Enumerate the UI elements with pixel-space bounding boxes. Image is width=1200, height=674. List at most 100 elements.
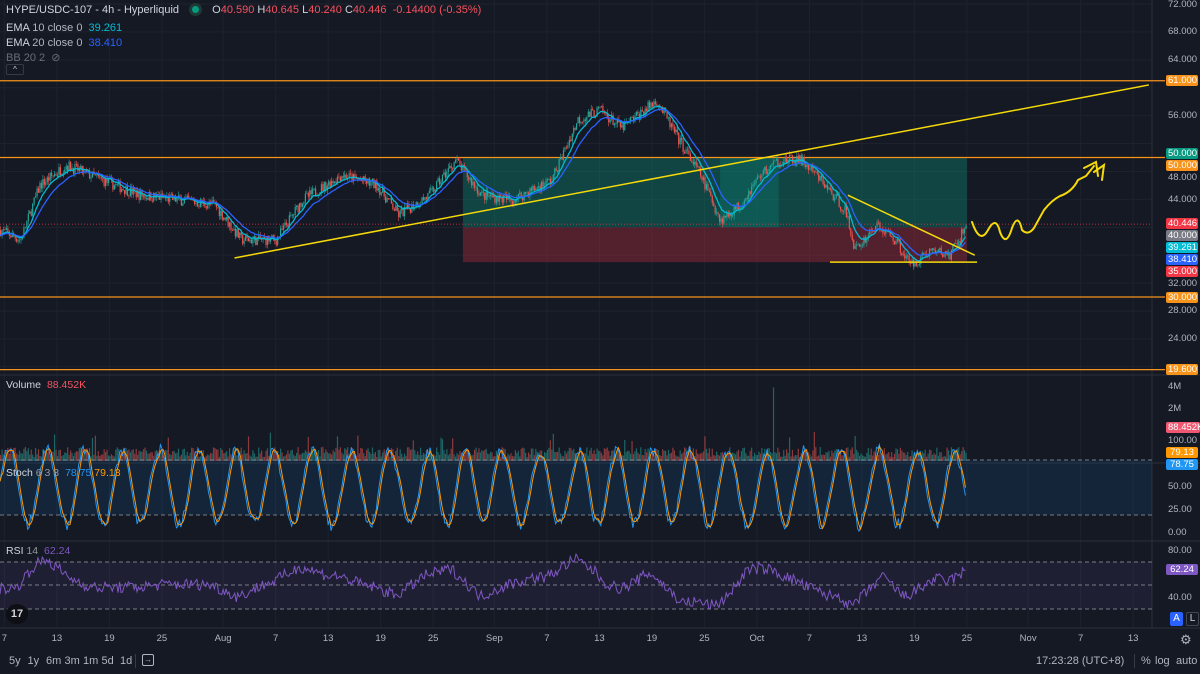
candle xyxy=(61,173,63,175)
volume-bar xyxy=(59,449,61,461)
clock-timezone[interactable]: 17:23:28 (UTC+8) xyxy=(1036,655,1125,667)
volume-bar xyxy=(158,455,161,461)
volume-bar xyxy=(94,435,96,461)
settings-gear-icon[interactable]: ⚙ xyxy=(1180,632,1192,647)
volume-bar xyxy=(228,448,231,461)
candle xyxy=(250,239,253,244)
lock-scale-button[interactable]: L xyxy=(1186,612,1199,626)
candle xyxy=(840,206,842,210)
volume-bar xyxy=(398,455,400,461)
volume-bar xyxy=(700,453,702,461)
volume-bar xyxy=(565,453,568,461)
candle xyxy=(713,202,715,207)
log-toggle[interactable]: log xyxy=(1155,655,1170,667)
volume-bar xyxy=(714,455,716,461)
volume-bar xyxy=(924,449,926,461)
candle xyxy=(383,187,385,197)
collapse-legend-button[interactable]: ^ xyxy=(6,64,24,75)
candle xyxy=(379,188,381,195)
stoch-params: 6 3 3 xyxy=(35,467,60,479)
candle xyxy=(438,178,441,185)
volume-bar xyxy=(198,456,200,461)
candle xyxy=(856,244,858,246)
ema10-legend[interactable]: EMA 10 close 0 39.261 xyxy=(6,22,122,34)
volume-bar xyxy=(695,449,697,461)
range-button-5y[interactable]: 5y xyxy=(9,655,21,667)
tradingview-logo[interactable]: 17 xyxy=(6,604,28,624)
volume-bar xyxy=(857,452,859,461)
candle xyxy=(183,199,185,204)
volume-bar xyxy=(886,453,888,461)
candle xyxy=(401,208,403,211)
volume-bar xyxy=(784,455,786,461)
range-button-3m[interactable]: 3m xyxy=(64,655,80,667)
auto-toggle[interactable]: auto xyxy=(1176,655,1198,667)
price-axis-label: 28.000 xyxy=(1168,305,1198,317)
volume-bar xyxy=(561,455,563,461)
auto-scale-button[interactable]: A xyxy=(1170,612,1183,626)
candle xyxy=(557,170,559,172)
stoch-legend[interactable]: Stoch 6 3 3 78.75 79.13 xyxy=(6,467,121,479)
candle xyxy=(367,178,369,184)
hidden-eye-icon[interactable]: ⊘ xyxy=(51,52,61,64)
price-axis-label: 32.000 xyxy=(1168,278,1198,290)
volume-bar xyxy=(682,452,684,461)
volume-bar xyxy=(49,455,51,461)
range-button-6m[interactable]: 6m xyxy=(46,655,62,667)
volume-bar xyxy=(411,449,413,461)
volume-bar xyxy=(640,447,642,461)
volume-legend[interactable]: Volume 88.452K xyxy=(6,379,86,391)
volume-bar xyxy=(599,451,601,461)
candle xyxy=(520,192,522,198)
range-button-1m[interactable]: 1m xyxy=(83,655,99,667)
candle xyxy=(786,156,788,163)
volume-bar xyxy=(88,448,91,461)
volume-bar xyxy=(634,451,636,461)
volume-bar xyxy=(126,450,129,461)
candle xyxy=(837,193,839,196)
volume-bar xyxy=(473,449,476,461)
volume-bar xyxy=(52,451,54,461)
volume-bar xyxy=(602,455,604,461)
volume-bar xyxy=(723,456,725,461)
candle xyxy=(748,191,750,199)
percent-toggle[interactable]: % xyxy=(1141,655,1151,667)
candle xyxy=(282,225,285,230)
price-tag: 30.000 xyxy=(1166,291,1198,303)
candle xyxy=(688,150,690,154)
range-button-5d[interactable]: 5d xyxy=(101,655,114,667)
symbol-title[interactable]: HYPE/USDC-107 - 4h - Hyperliquid xyxy=(6,4,180,16)
candle xyxy=(245,235,247,241)
volume-bar xyxy=(374,452,376,461)
volume-bar xyxy=(523,448,525,461)
time-axis-label: 13 xyxy=(594,633,605,644)
range-button-1y[interactable]: 1y xyxy=(27,655,40,667)
volume-bar xyxy=(840,450,842,461)
divider xyxy=(1134,654,1135,668)
candle xyxy=(805,164,807,168)
volume-bar xyxy=(351,447,353,461)
candle xyxy=(315,188,317,196)
volume-bar xyxy=(399,449,401,461)
volume-bar xyxy=(247,436,250,461)
volume-bar xyxy=(845,448,848,461)
bb-legend[interactable]: BB 20 2 ⊘ xyxy=(6,51,60,64)
goto-date-calendar-icon[interactable]: → xyxy=(142,654,154,666)
volume-bar xyxy=(945,456,947,461)
rsi-legend[interactable]: RSI 14 62.24 xyxy=(6,545,70,557)
time-axis-label: 7 xyxy=(544,633,550,644)
candle xyxy=(863,237,865,245)
volume-bar xyxy=(567,451,569,461)
range-button-1d[interactable]: 1d xyxy=(120,655,133,667)
volume-bar xyxy=(622,455,624,461)
ema20-legend[interactable]: EMA 20 close 0 38.410 xyxy=(6,37,122,49)
candle xyxy=(923,252,925,255)
candle xyxy=(158,195,161,200)
volume-bar xyxy=(831,450,833,461)
volume-bar xyxy=(479,452,481,461)
candle xyxy=(844,205,846,211)
candle xyxy=(450,165,452,169)
candle xyxy=(331,181,333,188)
volume-bar xyxy=(297,447,299,461)
